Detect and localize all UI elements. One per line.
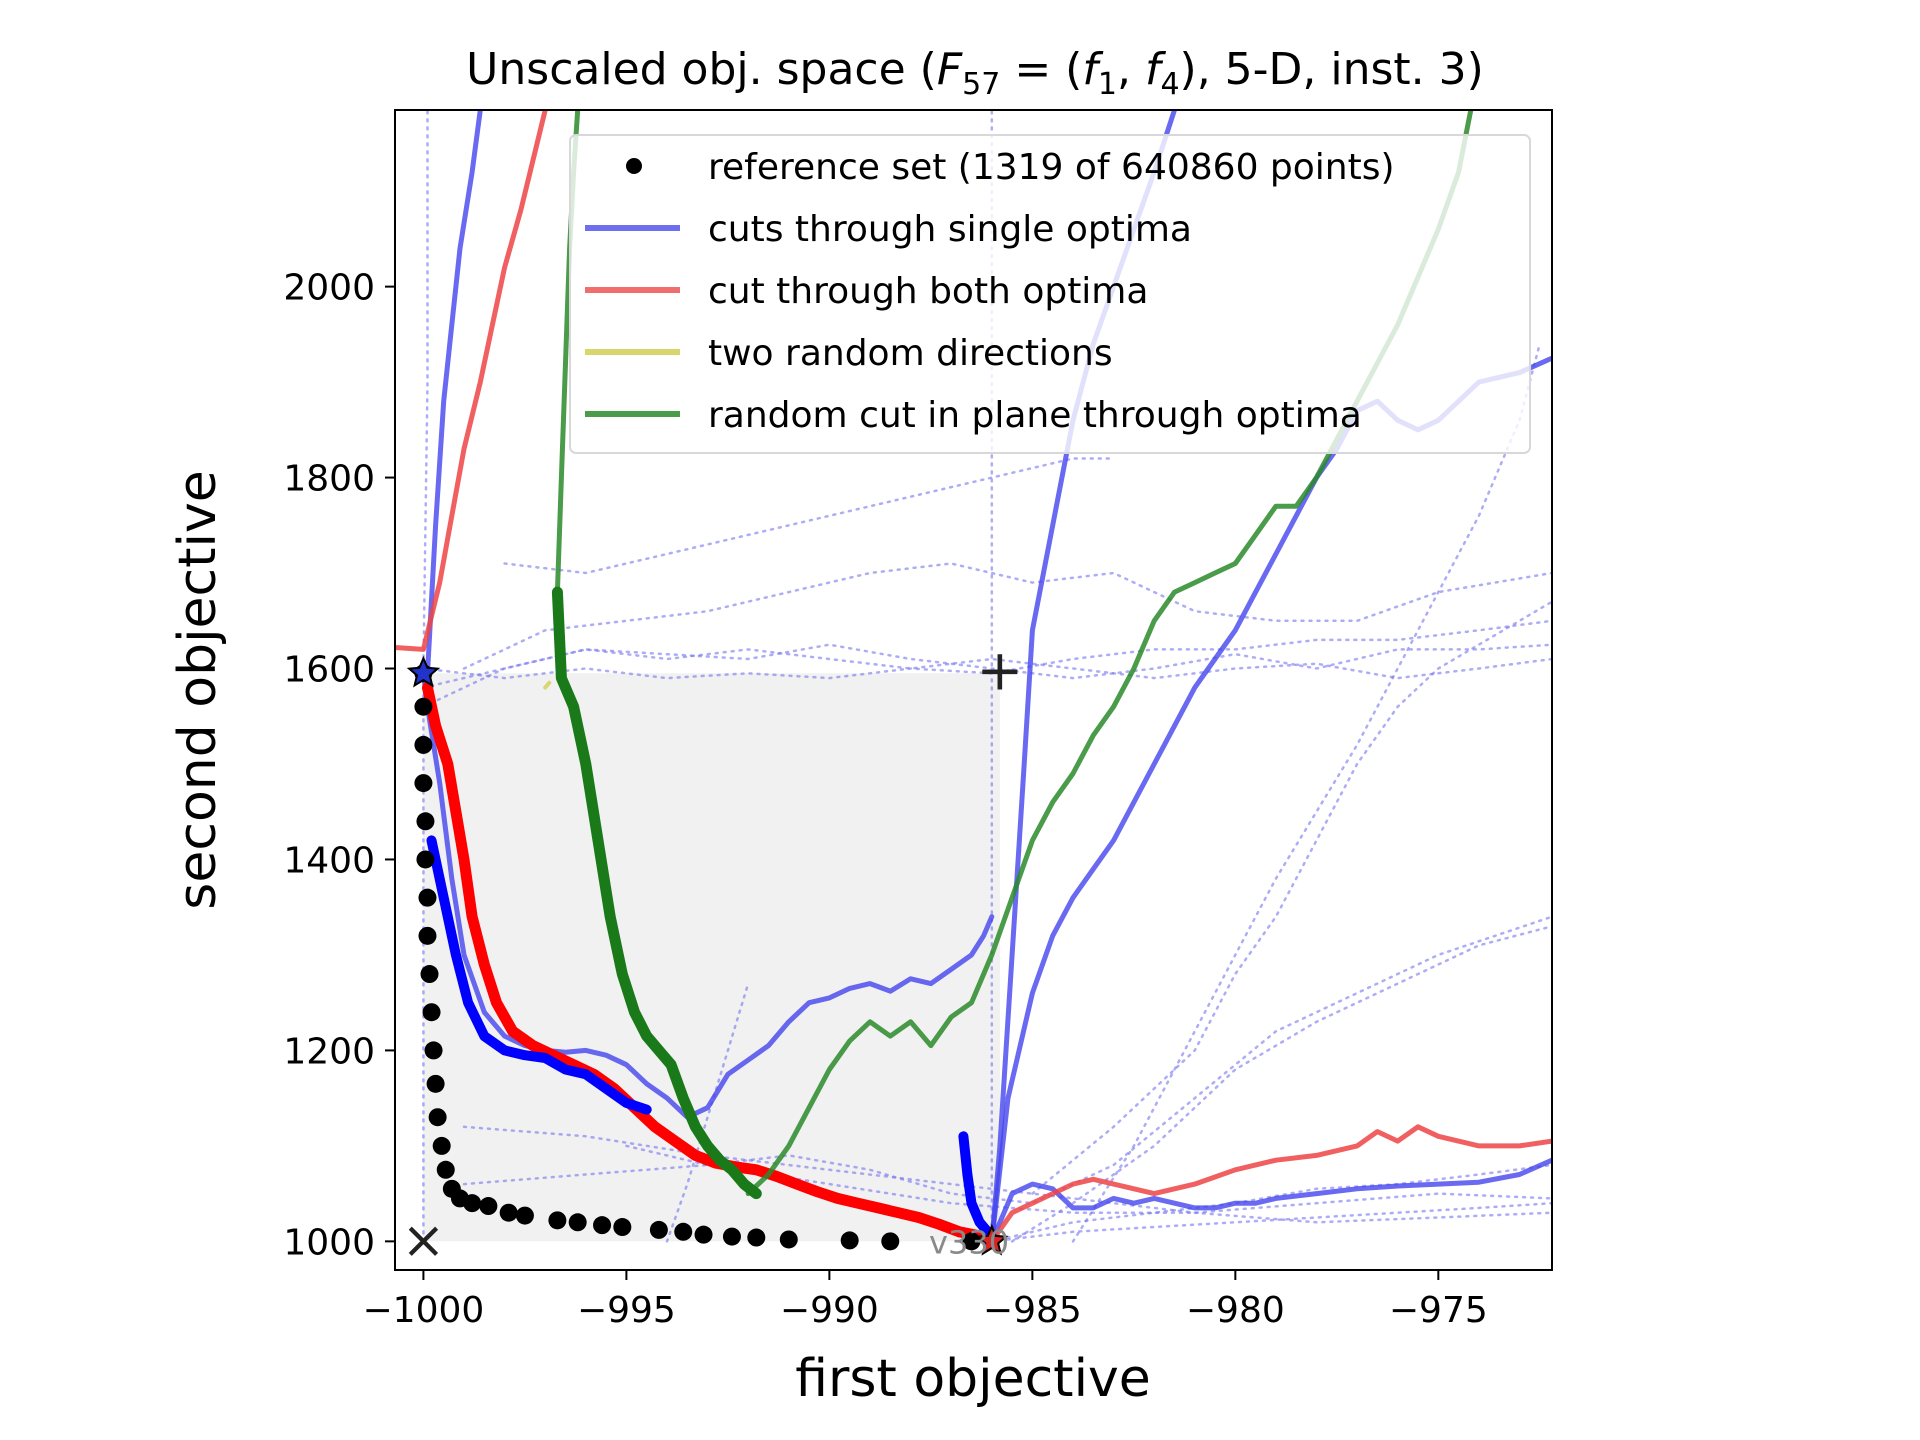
chart-title: Unscaled obj. space (F57 = (f1, f4), 5-D…	[466, 44, 1484, 102]
y-tick-label: 1600	[283, 650, 375, 691]
x-tick-label: −995	[577, 1290, 676, 1331]
dotted-cut-line	[1071, 342, 1542, 1243]
x-tick-label: −1000	[363, 1290, 485, 1331]
dotted-cut-line	[990, 1201, 1552, 1243]
series-line	[420, 670, 995, 1120]
chart-title-f4-sub: 4	[1160, 67, 1179, 102]
series-line	[395, 110, 548, 652]
dotted-cut-line	[1031, 600, 1552, 1195]
reference-point	[779, 1230, 798, 1249]
reference-point	[674, 1222, 693, 1241]
series-line	[426, 835, 652, 1115]
optimum-2-star	[975, 1223, 1009, 1256]
x-tick-label: −975	[1389, 1290, 1488, 1331]
x-tick-label: −990	[780, 1290, 879, 1331]
reference-point	[426, 1074, 445, 1093]
dotted-cuts-layer	[422, 110, 1552, 1243]
x-tick-label: −985	[983, 1290, 1082, 1331]
reference-point	[418, 926, 437, 945]
y-tick-label: 1800	[283, 459, 375, 500]
reference-set-layer	[414, 664, 981, 1251]
reference-point	[422, 1003, 441, 1022]
legend-label: random cut in plane through optima	[708, 395, 1362, 436]
y-axis-ticks: 1000 1200 1400 1600 1800 2000	[283, 268, 395, 1263]
reference-point	[694, 1225, 713, 1244]
reference-point	[613, 1218, 632, 1237]
reference-point	[722, 1227, 741, 1246]
series-line	[543, 680, 552, 690]
chart-title-prefix: Unscaled obj. space (	[466, 44, 937, 95]
reference-point	[418, 888, 437, 907]
series-line	[989, 1124, 1552, 1244]
series-line	[425, 110, 483, 676]
reference-point	[962, 1232, 981, 1251]
dotted-cut-line	[422, 110, 429, 1243]
reference-point	[515, 1206, 534, 1225]
dotted-cut-line	[665, 982, 750, 1243]
marker-layer: ×+	[402, 638, 1024, 1270]
y-axis-label: second objective	[168, 470, 228, 909]
series-line	[989, 355, 1552, 1244]
dotted-cut-line	[462, 1163, 1552, 1214]
reference-point	[568, 1213, 587, 1232]
y-tick-label: 1200	[283, 1031, 375, 1072]
reference-point	[463, 1194, 482, 1213]
reference-point	[840, 1231, 859, 1250]
x-tick-label: −980	[1186, 1290, 1285, 1331]
y-tick-label: 2000	[283, 268, 375, 309]
ideal-point-marker: ×	[402, 1210, 446, 1270]
dotted-cut-line	[422, 643, 1552, 689]
reference-point	[414, 735, 433, 754]
reference-point	[649, 1220, 668, 1239]
chart-title-F-sub: 57	[962, 67, 1000, 102]
legend-marker-dot	[626, 158, 642, 174]
legend: reference set (1319 of 640860 points) cut…	[569, 134, 1531, 454]
reference-point	[436, 1160, 455, 1179]
dotted-cut-line	[503, 457, 1115, 575]
reference-point	[414, 774, 433, 793]
reference-point	[414, 697, 433, 716]
chart-title-eq: = (	[1000, 44, 1082, 95]
reference-point	[479, 1197, 498, 1216]
x-axis-label: first objective	[795, 1349, 1151, 1409]
series-line	[989, 1157, 1552, 1244]
y-tick-label: 1000	[283, 1222, 375, 1263]
reference-point	[420, 965, 439, 984]
legend-label: reference set (1319 of 640860 points)	[708, 147, 1395, 188]
reference-point	[548, 1211, 567, 1230]
x-axis-ticks: −1000 −995 −990 −985 −980 −975	[363, 1270, 1488, 1331]
series-line	[551, 586, 762, 1200]
reference-point	[432, 1136, 451, 1155]
chart-title-F: F	[937, 44, 963, 95]
chart-title-f1-sub: 1	[1098, 67, 1117, 102]
reference-point	[428, 1108, 447, 1127]
reference-point	[416, 812, 435, 831]
reference-point	[499, 1203, 518, 1222]
reference-point	[747, 1228, 766, 1247]
legend-label: cuts through single optima	[708, 209, 1192, 250]
series-line	[422, 682, 998, 1247]
annotation-label: v330	[929, 1223, 1009, 1261]
reference-point	[424, 1041, 443, 1060]
optimum-1-star	[406, 655, 441, 688]
chart-title-comma: ,	[1117, 44, 1145, 95]
chart-title-suffix: ), 5-D, inst. 3)	[1180, 44, 1484, 95]
dotted-cut-line	[990, 1163, 1552, 1243]
nadir-point-marker: +	[976, 638, 1023, 703]
series-layer	[395, 110, 1552, 1247]
legend-label: cut through both optima	[708, 271, 1148, 312]
legend-box	[569, 134, 1531, 454]
dotted-cut-line	[462, 562, 1552, 670]
y-tick-label: 1400	[283, 840, 375, 881]
reference-point	[416, 850, 435, 869]
dotted-cut-line	[1010, 925, 1552, 1243]
plot-frame	[394, 109, 1553, 1271]
reference-point	[881, 1232, 900, 1251]
legend-label: two random directions	[708, 333, 1113, 374]
dotted-cut-line	[422, 648, 1552, 708]
reference-point	[593, 1216, 612, 1235]
series-line	[958, 1131, 997, 1242]
